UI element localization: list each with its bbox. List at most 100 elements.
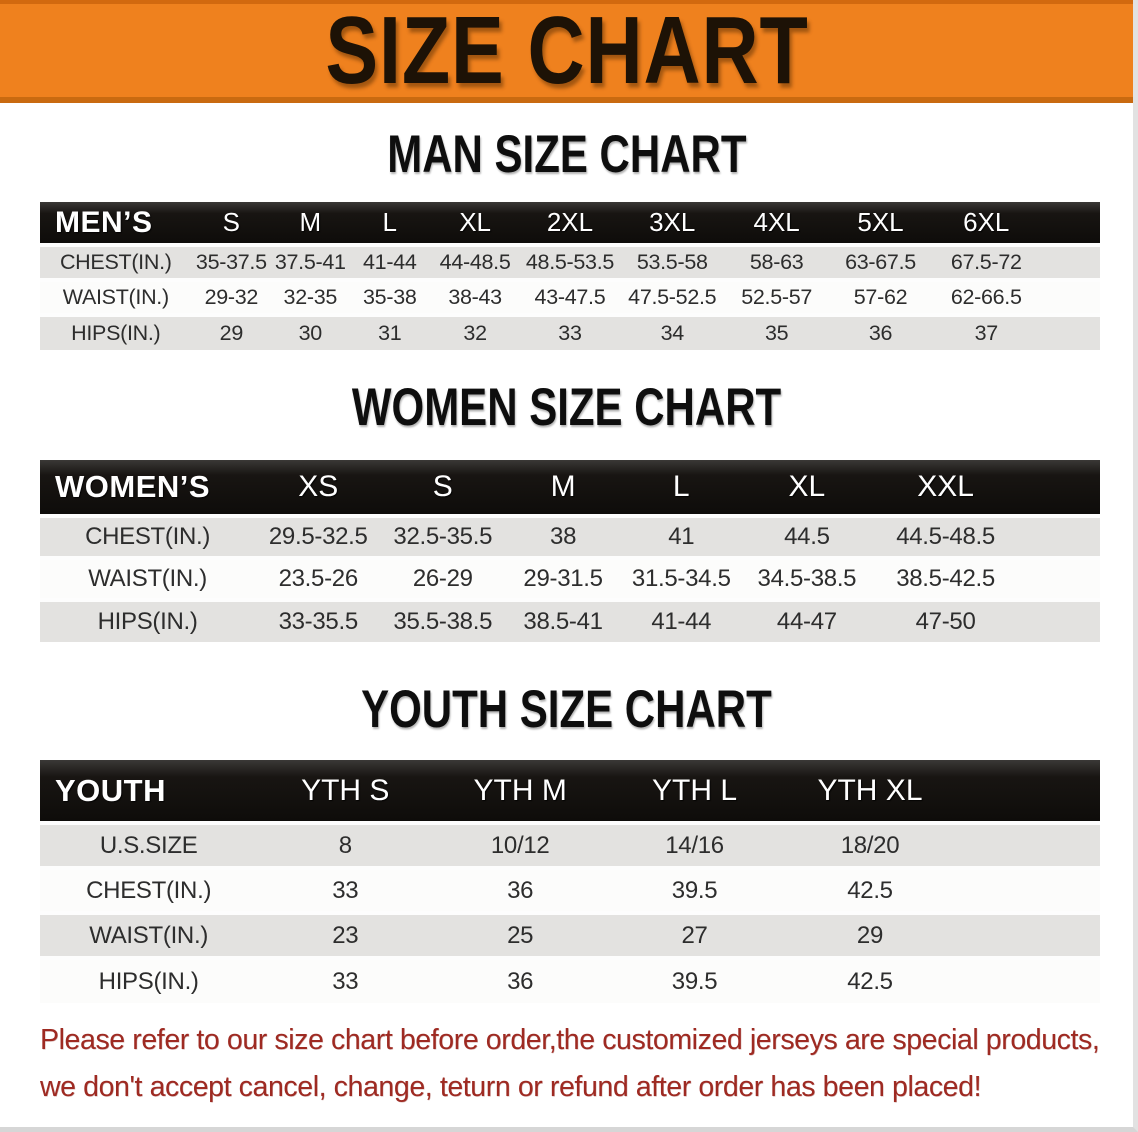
size-value-cell: 58-63 [724,245,829,280]
size-value-cell: 41-44 [621,600,741,642]
row-label: WAIST(IN.) [40,280,192,315]
size-value-cell: 57-62 [828,280,933,315]
table-row: U.S.SIZE 8 10/12 14/16 18/20 [40,823,1100,868]
row-label: HIPS(IN.) [40,958,258,1003]
size-value-cell: 67.5-72 [932,245,1100,280]
column-header: M [271,202,350,245]
size-value-cell: 26-29 [381,558,505,600]
column-header: 2XL [520,202,620,245]
size-value-cell: 42.5 [781,958,1100,1003]
row-label: CHEST(IN.) [40,868,258,913]
row-label: WAIST(IN.) [40,558,256,600]
table-row: HIPS(IN.) 29 30 31 32 33 34 35 36 37 [40,315,1100,350]
table-row: CHEST(IN.) 29.5-32.5 32.5-35.5 38 41 44.5 44.5… [40,516,1100,558]
youth-size-table: YOUTH YTH S YTH M YTH L YTH XL U.S.SIZE 8 10/1… [40,760,1100,1003]
youth-table-label: YOUTH [40,760,258,823]
size-value-cell: 31.5-34.5 [621,558,741,600]
size-value-cell: 29-32 [191,280,272,315]
size-value-cell: 41-44 [349,245,431,280]
size-table-header-row: MEN’S S M L XL 2XL 3XL 4XL 5XL 6XL [40,202,1100,245]
size-value-cell: 44.5 [740,516,874,558]
size-value-cell: 38 [504,516,622,558]
women-size-table: WOMEN’S XS S M L XL XXL CHEST(IN.) 29.5-32.5 32.… [40,460,1100,642]
table-row: CHEST(IN.) 35-37.5 37.5-41 41-44 44-48.5 48.5… [40,245,1100,280]
section-title: YOUTH SIZE CHART [0,679,1133,739]
size-value-cell: 8 [257,823,434,868]
row-label: CHEST(IN.) [40,516,256,558]
table-row: HIPS(IN.) 33 36 39.5 42.5 [40,958,1100,1003]
column-header: 3XL [619,202,725,245]
size-value-cell: 47-50 [873,600,1100,642]
column-header: 6XL [932,202,1100,245]
size-value-cell: 35-38 [349,280,431,315]
size-value-cell: 33 [257,868,434,913]
row-label: CHEST(IN.) [40,245,192,280]
section-title-text: MAN SIZE CHART [386,124,747,184]
size-table-header-row: YOUTH YTH S YTH M YTH L YTH XL [40,760,1100,823]
size-value-cell: 27 [607,913,782,958]
sections-container: MAN SIZE CHART MEN’S S M L XL 2XL 3XL 4XL 5XL 6XL… [0,124,1133,1003]
size-value-cell: 62-66.5 [932,280,1100,315]
size-value-cell: 35-37.5 [191,245,272,280]
size-value-cell: 32.5-35.5 [381,516,505,558]
column-header: XL [430,202,521,245]
section-title: MAN SIZE CHART [0,124,1133,184]
table-row: WAIST(IN.) 23.5-26 26-29 29-31.5 31.5-34.5 34… [40,558,1100,600]
table-row: WAIST(IN.) 23 25 27 29 [40,913,1100,958]
table-row: WAIST(IN.) 29-32 32-35 35-38 38-43 43-47.5 47.… [40,280,1100,315]
size-value-cell: 44-48.5 [430,245,521,280]
size-value-cell: 18/20 [781,823,1100,868]
size-value-cell: 37 [932,315,1100,350]
column-header: YTH L [607,760,782,823]
section-men: MAN SIZE CHART MEN’S S M L XL 2XL 3XL 4XL 5XL 6XL… [0,124,1133,350]
size-value-cell: 38.5-41 [504,600,622,642]
size-value-cell: 38.5-42.5 [873,558,1100,600]
size-value-cell: 44-47 [740,600,874,642]
size-value-cell: 33-35.5 [255,600,382,642]
size-chart-page: SIZE CHART MAN SIZE CHART MEN’S S M L XL 2XL 3… [0,0,1133,1111]
column-header: 4XL [724,202,829,245]
size-value-cell: 41 [621,516,741,558]
men-size-table: MEN’S S M L XL 2XL 3XL 4XL 5XL 6XL CHEST(IN.) 35-3… [40,202,1100,350]
section-youth: YOUTH SIZE CHART YOUTH YTH S YTH M YTH L YTH… [0,679,1133,1003]
size-value-cell: 32 [430,315,521,350]
size-value-cell: 36 [433,868,608,913]
size-value-cell: 35 [724,315,829,350]
size-value-cell: 34 [619,315,725,350]
size-value-cell: 29 [191,315,272,350]
size-value-cell: 38-43 [430,280,521,315]
men-table-label: MEN’S [40,202,192,245]
disclaimer: Please refer to our size chart before or… [40,1017,1133,1111]
row-label: WAIST(IN.) [40,913,258,958]
size-value-cell: 33 [520,315,620,350]
size-value-cell: 34.5-38.5 [740,558,874,600]
size-value-cell: 14/16 [607,823,782,868]
banner-title: SIZE CHART [324,0,809,104]
column-header: M [504,460,622,516]
size-value-cell: 30 [271,315,350,350]
table-row: CHEST(IN.) 33 36 39.5 42.5 [40,868,1100,913]
size-value-cell: 32-35 [271,280,350,315]
size-value-cell: 23.5-26 [255,558,382,600]
size-value-cell: 31 [349,315,431,350]
column-header: 5XL [828,202,933,245]
size-value-cell: 29.5-32.5 [255,516,382,558]
section-title: WOMEN SIZE CHART [0,381,1133,434]
row-label: HIPS(IN.) [40,315,192,350]
size-value-cell: 63-67.5 [828,245,933,280]
size-value-cell: 42.5 [781,868,1100,913]
section-title-text: YOUTH SIZE CHART [361,679,772,739]
column-header: XS [255,460,382,516]
row-label: U.S.SIZE [40,823,258,868]
disclaimer-line2: we don't accept cancel, change, teturn o… [40,1071,982,1103]
size-value-cell: 44.5-48.5 [873,516,1100,558]
size-value-cell: 48.5-53.5 [520,245,620,280]
size-value-cell: 33 [257,958,434,1003]
disclaimer-line1: Please refer to our size chart before or… [40,1024,1100,1056]
size-value-cell: 39.5 [607,868,782,913]
size-value-cell: 37.5-41 [271,245,350,280]
table-row: HIPS(IN.) 33-35.5 35.5-38.5 38.5-41 41-44 44-… [40,600,1100,642]
section-women: WOMEN SIZE CHART WOMEN’S XS S M L XL XXL CHEST… [0,381,1133,642]
size-value-cell: 10/12 [433,823,608,868]
row-label: HIPS(IN.) [40,600,256,642]
